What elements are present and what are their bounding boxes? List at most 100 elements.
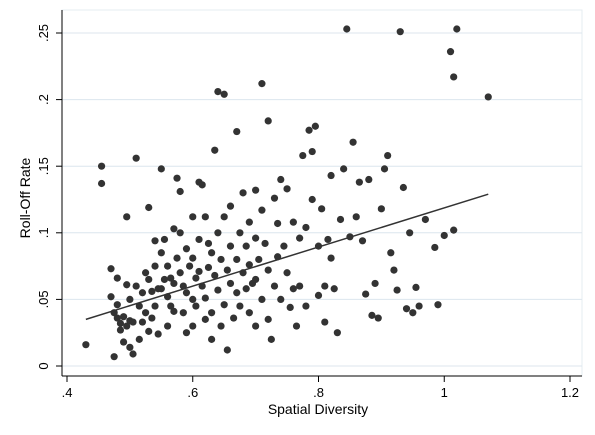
data-point [270,282,279,290]
data-point [211,271,219,280]
data-point [189,295,197,303]
data-point [154,330,162,338]
data-point [267,335,275,343]
data-point [311,122,319,130]
data-point [132,282,140,290]
x-tick-label: 1 [441,385,448,400]
data-point [97,162,106,170]
data-point [157,285,165,293]
data-point [151,262,159,270]
data-point [189,322,197,330]
data-point [233,289,241,297]
data-point [380,165,389,173]
data-point [226,279,235,288]
data-point [211,146,219,154]
data-point [214,229,222,237]
y-tick-label: 0 [36,362,51,369]
data-point [164,322,172,330]
x-tick-label: .4 [62,385,73,400]
y-tick-label: .05 [36,290,51,308]
data-point [264,266,272,274]
data-point [182,245,191,253]
data-point [204,239,213,248]
x-axis-title: Spatial Diversity [268,401,368,417]
data-point [305,126,313,134]
data-point [113,314,121,322]
data-point [226,202,235,210]
data-point [173,174,181,182]
fit-line [85,193,489,321]
data-point [129,350,137,358]
data-point [233,255,241,264]
data-point [148,314,156,322]
data-point [220,213,228,221]
data-point [107,293,115,301]
data-point [377,205,385,213]
data-point [327,171,335,180]
data-point [409,309,417,317]
data-point [182,289,191,297]
data-point [402,305,411,313]
data-point [201,315,209,323]
axes [56,10,582,382]
data-point [82,341,90,349]
data-point [343,25,351,33]
data-point [302,302,310,310]
y-axis-title: Roll-Off Rate [17,157,33,238]
data-point [217,322,225,330]
data-point [280,242,288,250]
data-point [201,213,209,221]
data-point [141,269,150,277]
data-point [302,223,310,232]
data-point [318,205,326,213]
data-point [214,88,222,96]
data-point [192,302,200,310]
data-point [274,219,282,228]
data-point [126,295,134,303]
data-point [314,291,323,300]
data-point [148,287,156,296]
data-point [230,314,238,322]
data-point [252,322,260,330]
data-point [129,318,137,326]
data-point [151,237,159,245]
data-point [138,289,147,297]
data-point [119,338,128,346]
x-tick-label: .6 [187,385,198,400]
data-point [217,255,225,264]
data-point [214,286,222,294]
data-point [189,213,197,221]
data-point [182,329,191,337]
data-point [365,175,373,184]
data-point [242,285,250,293]
data-point [220,301,228,309]
data-point [450,226,458,234]
data-point [450,73,458,81]
data-point [393,286,401,294]
data-point [336,215,345,224]
data-point [321,318,329,326]
fit-line-group [85,193,489,321]
data-point [195,235,203,244]
data-point [406,229,414,237]
data-point [358,237,367,245]
data-point [160,275,169,284]
data-point [368,311,376,319]
data-point [440,231,448,240]
data-point [233,127,241,136]
data-point [258,80,266,88]
data-point [299,151,307,160]
data-point [399,183,407,192]
data-point [176,229,184,237]
data-point [116,319,125,327]
data-point [145,203,153,212]
data-point [446,48,455,56]
data-point [198,181,206,189]
data-point [239,189,247,197]
data-point [195,267,203,276]
data-point [283,269,291,277]
data-point [412,283,420,292]
data-point [327,254,335,262]
data-point [123,213,131,221]
